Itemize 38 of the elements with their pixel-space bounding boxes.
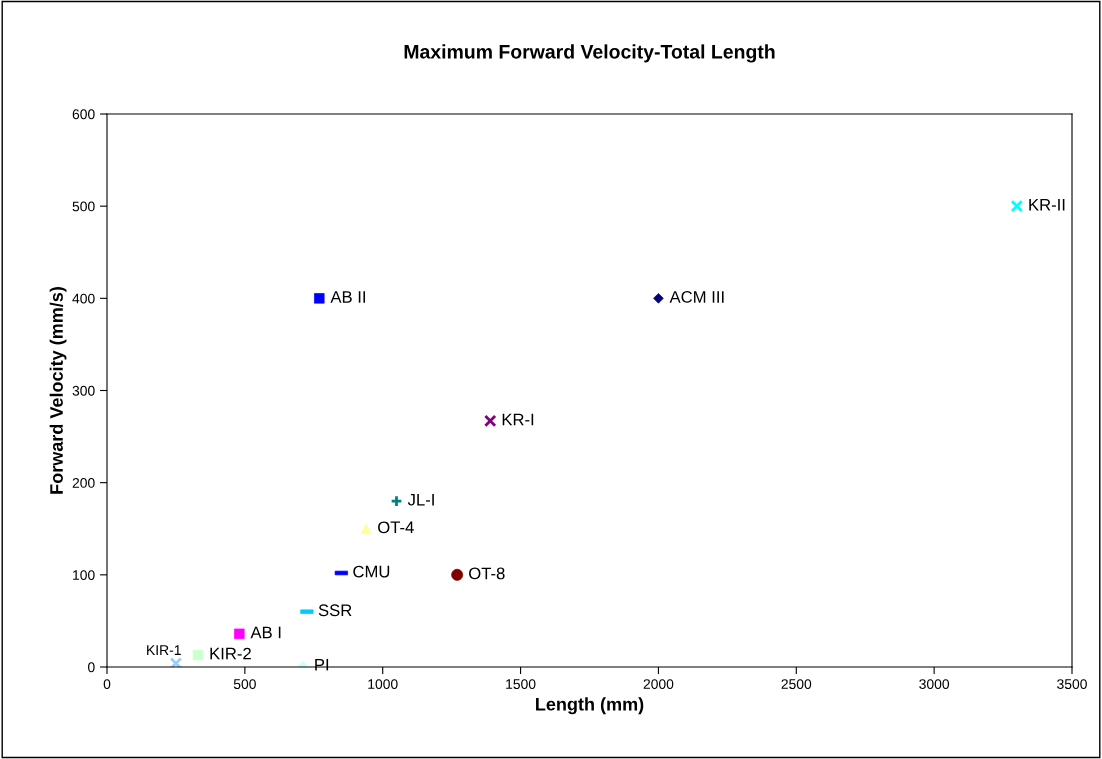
x-tick-label: 0 (103, 679, 111, 690)
series-label: SSR (318, 604, 352, 617)
chart-title: Maximum Forward Velocity-Total Length (404, 44, 775, 63)
series-label: KR-II (1029, 199, 1065, 211)
x-tick-label: 3000 (919, 679, 950, 690)
y-tick-label: 500 (72, 201, 95, 212)
series-label: PI (315, 658, 329, 671)
x-tick-label: 1500 (506, 679, 536, 690)
x-tick-label: 2000 (643, 679, 674, 690)
series-label: CMU (353, 565, 390, 578)
point (192, 649, 204, 661)
x-tick-label: 1000 (368, 679, 398, 690)
series-label: OT-8 (469, 567, 505, 580)
y-tick-label: 400 (72, 293, 95, 304)
point (390, 494, 403, 508)
y-tick-label: 300 (72, 385, 95, 396)
point (314, 293, 325, 304)
x-tick-label: 2500 (781, 679, 812, 690)
y-tick-label: 0 (88, 662, 95, 673)
y-axis-title: Forward Velocity (mm/s) (49, 287, 67, 494)
y-tick-label: 200 (72, 478, 95, 488)
series-label: KIR-2 (210, 647, 251, 660)
x-axis-title: Length (mm) (536, 697, 644, 715)
series-label: AB II (330, 291, 365, 303)
point (483, 414, 497, 428)
series-label: JL-I (407, 493, 434, 506)
series-label: AB I (250, 626, 281, 639)
x-tick-label: 3500 (1057, 679, 1087, 690)
point (234, 628, 245, 640)
series-label: KIR-1 (147, 645, 181, 655)
series-label: OT-4 (378, 521, 414, 534)
point (169, 657, 183, 667)
point (1010, 199, 1024, 213)
x-tick-label: 500 (233, 679, 256, 690)
series-label: KR-I (502, 413, 534, 426)
series-label: ACM III (669, 291, 724, 303)
y-tick-label: 100 (73, 570, 95, 580)
y-tick-label: 600 (72, 109, 95, 120)
